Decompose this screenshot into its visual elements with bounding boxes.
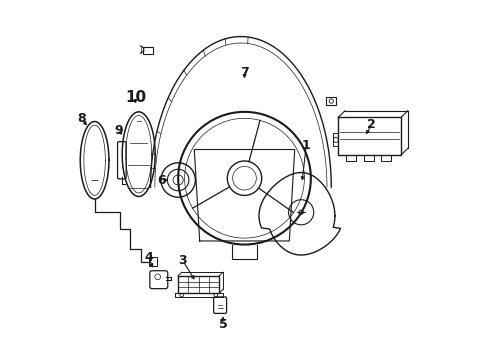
Text: 5: 5 bbox=[218, 318, 227, 331]
Text: 1: 1 bbox=[301, 139, 310, 152]
Bar bbox=[380, 155, 390, 161]
Text: 6: 6 bbox=[157, 174, 165, 186]
Bar bbox=[346, 155, 356, 161]
Text: 2: 2 bbox=[366, 118, 375, 131]
Text: 3: 3 bbox=[178, 254, 187, 267]
Text: 4: 4 bbox=[144, 251, 152, 264]
Bar bbox=[332, 134, 338, 146]
Text: 7: 7 bbox=[240, 66, 248, 79]
Text: 8: 8 bbox=[77, 112, 86, 125]
Text: 9: 9 bbox=[114, 124, 122, 137]
Bar bbox=[363, 155, 373, 161]
Text: 10: 10 bbox=[124, 90, 146, 105]
